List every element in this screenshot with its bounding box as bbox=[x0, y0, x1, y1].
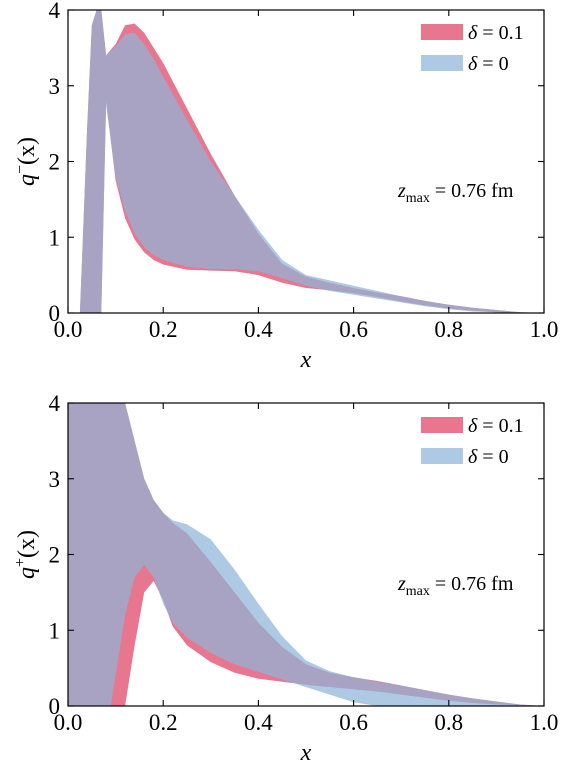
y-tick-label: 1 bbox=[49, 225, 61, 250]
x-tick-label: 0.0 bbox=[54, 317, 83, 342]
legend: δ = 0.1 δ = 0 bbox=[421, 22, 524, 75]
legend-label: δ = 0.1 bbox=[468, 22, 524, 44]
x-tick-label: 0.4 bbox=[244, 710, 273, 735]
y-tick-label: 0 bbox=[49, 694, 61, 719]
y-tick-label: 3 bbox=[49, 467, 61, 492]
x-tick-label: 0.2 bbox=[149, 710, 178, 735]
x-axis-label: x bbox=[300, 347, 312, 373]
x-tick-label: 0.2 bbox=[149, 317, 178, 342]
y-tick-label: 2 bbox=[49, 150, 61, 175]
y-tick-label: 4 bbox=[49, 391, 61, 416]
plot-area bbox=[68, 403, 544, 706]
x-tick-label: 1.0 bbox=[530, 317, 559, 342]
y-tick-label: 4 bbox=[49, 0, 61, 23]
x-axis-label: x bbox=[300, 740, 312, 766]
y-tick-label: 0 bbox=[49, 301, 61, 326]
y-tick-label: 1 bbox=[49, 618, 61, 643]
x-tick-label: 0.6 bbox=[339, 710, 368, 735]
zmax-annotation: zmax = 0.76 fm bbox=[397, 180, 514, 206]
legend-label: δ = 0.1 bbox=[468, 415, 524, 437]
x-tick-label: 0.4 bbox=[244, 317, 273, 342]
legend-swatch bbox=[421, 55, 463, 71]
x-tick-label: 0.6 bbox=[339, 317, 368, 342]
legend-label: δ = 0 bbox=[468, 53, 509, 75]
legend: δ = 0.1 δ = 0 bbox=[421, 415, 524, 468]
y-axis-label: q+(x) bbox=[12, 530, 40, 579]
x-tick-label: 0.0 bbox=[54, 710, 83, 735]
y-tick-label: 2 bbox=[49, 543, 61, 568]
y-axis-label: q−(x) bbox=[12, 137, 40, 186]
legend-swatch bbox=[421, 448, 463, 464]
legend-label: δ = 0 bbox=[468, 446, 509, 468]
x-tick-label: 0.8 bbox=[434, 317, 463, 342]
y-tick-label: 3 bbox=[49, 74, 61, 99]
legend-swatch bbox=[421, 417, 463, 433]
zmax-annotation: zmax = 0.76 fm bbox=[397, 573, 514, 599]
x-tick-label: 0.8 bbox=[434, 710, 463, 735]
x-tick-label: 1.0 bbox=[530, 710, 559, 735]
plot-area bbox=[79, 10, 544, 313]
band-delta-0 bbox=[68, 403, 544, 706]
legend-swatch bbox=[421, 24, 463, 40]
band-delta-0 bbox=[79, 10, 544, 313]
